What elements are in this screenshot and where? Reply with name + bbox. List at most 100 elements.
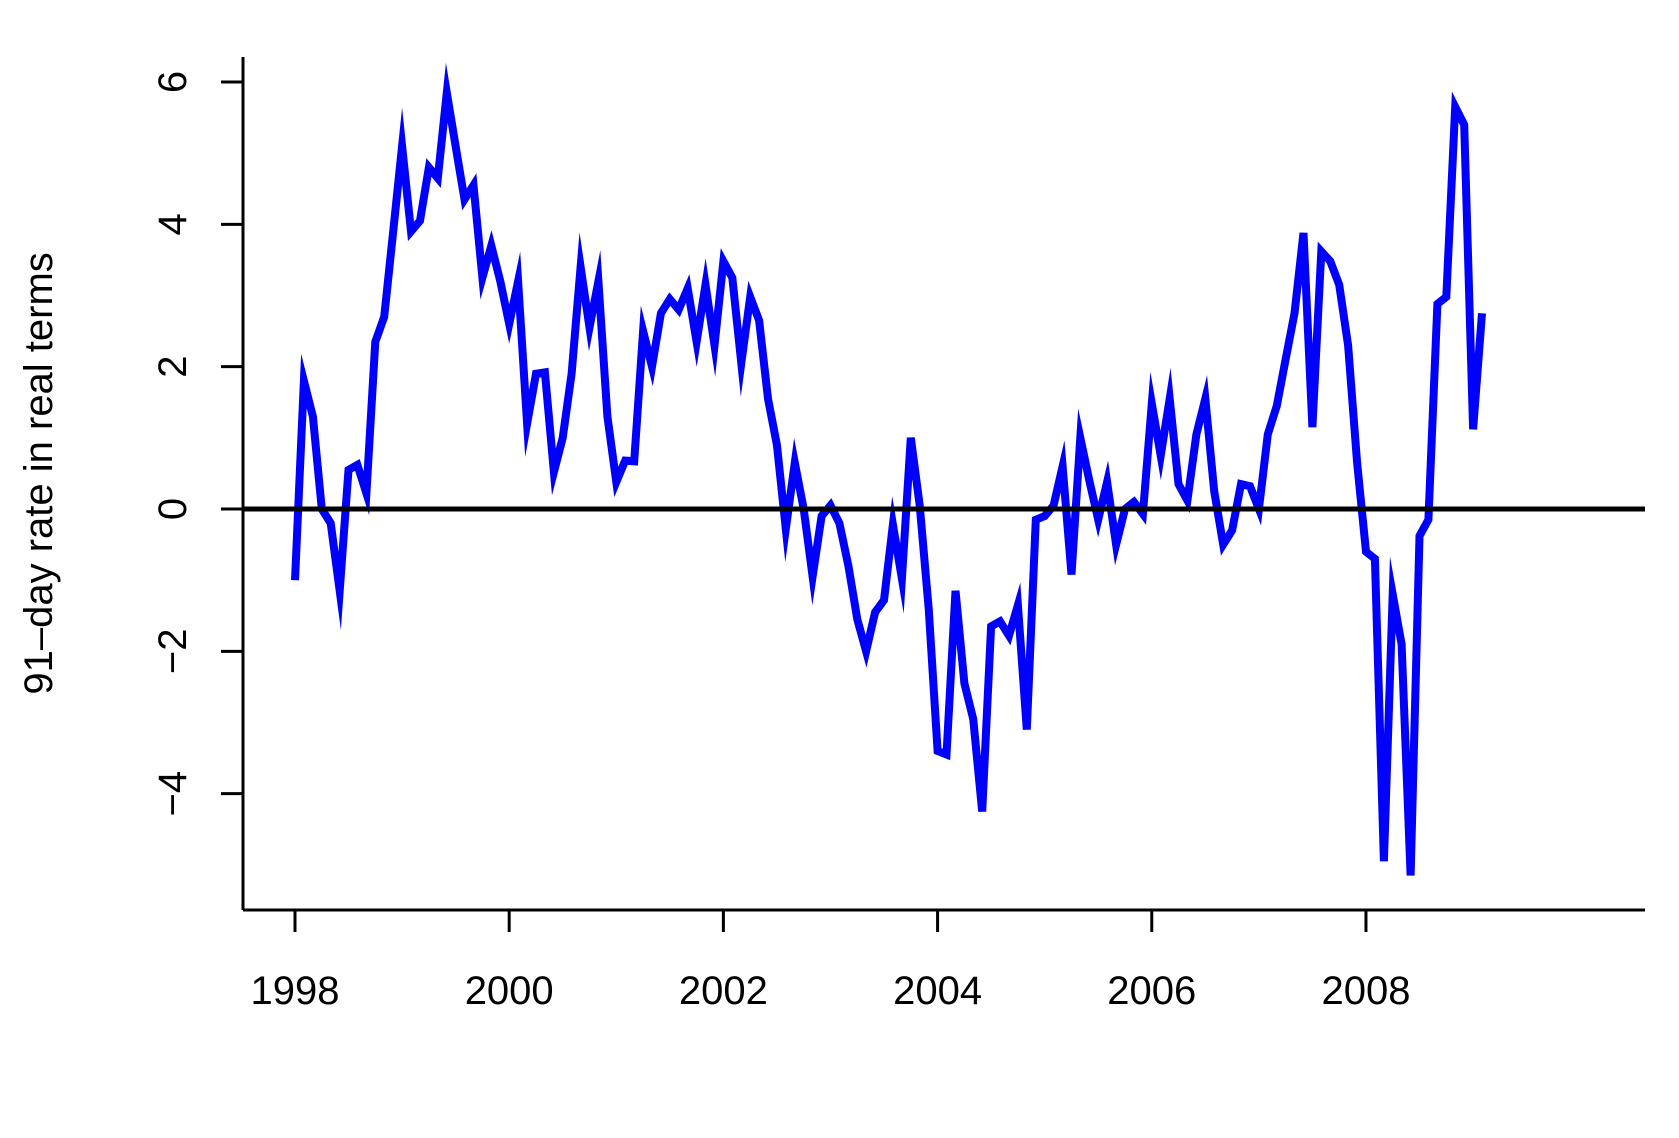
data-point bbox=[955, 590, 957, 592]
data-point bbox=[562, 437, 564, 439]
data-point bbox=[714, 344, 716, 346]
data-point bbox=[321, 508, 323, 510]
data-point bbox=[303, 380, 305, 382]
data-point bbox=[660, 312, 662, 314]
data-point bbox=[1053, 504, 1055, 506]
data-point bbox=[749, 296, 751, 298]
data-point bbox=[535, 373, 537, 375]
data-point bbox=[517, 280, 519, 282]
data-point bbox=[901, 578, 903, 580]
data-point bbox=[803, 508, 805, 510]
y-tick-label: −2 bbox=[151, 629, 195, 675]
data-point bbox=[812, 576, 814, 578]
data-point bbox=[410, 230, 412, 232]
data-point bbox=[1178, 483, 1180, 485]
data-point bbox=[999, 620, 1001, 622]
data-point bbox=[428, 166, 430, 168]
data-point bbox=[490, 245, 492, 247]
series-line bbox=[291, 62, 1486, 876]
data-point bbox=[767, 398, 769, 400]
data-point bbox=[571, 373, 573, 375]
data-point bbox=[1338, 284, 1340, 286]
data-point bbox=[1392, 593, 1394, 595]
data-point bbox=[312, 416, 314, 418]
data-point bbox=[1454, 106, 1456, 108]
data-point bbox=[383, 316, 385, 318]
x-tick-label: 2006 bbox=[1107, 969, 1196, 1013]
data-point bbox=[481, 277, 483, 279]
data-point bbox=[981, 811, 983, 813]
data-point bbox=[910, 437, 912, 439]
data-point bbox=[1017, 604, 1019, 606]
data-point bbox=[624, 460, 626, 462]
data-point bbox=[642, 330, 644, 332]
series-layer bbox=[291, 62, 1486, 876]
data-point bbox=[1213, 490, 1215, 492]
y-tick-label: 2 bbox=[151, 356, 195, 378]
data-point bbox=[1062, 465, 1064, 467]
data-point bbox=[821, 515, 823, 517]
data-point bbox=[294, 579, 296, 581]
data-point bbox=[1303, 232, 1305, 234]
data-point bbox=[1133, 501, 1135, 503]
data-point bbox=[1383, 860, 1385, 862]
data-point bbox=[446, 92, 448, 94]
data-point bbox=[794, 462, 796, 464]
x-tick-label: 2002 bbox=[679, 969, 768, 1013]
data-point bbox=[972, 718, 974, 720]
y-tick-label: −4 bbox=[151, 771, 195, 817]
y-axis-title: 91–day rate in real terms bbox=[17, 252, 61, 694]
data-point bbox=[1294, 312, 1296, 314]
data-point bbox=[1151, 403, 1153, 405]
data-point bbox=[1186, 500, 1188, 502]
y-ticks: −4 −2 0 2 4 6 bbox=[151, 71, 243, 817]
x-tick-label: 2004 bbox=[893, 969, 982, 1013]
data-point bbox=[1142, 513, 1144, 515]
data-point bbox=[1079, 437, 1081, 439]
data-point bbox=[473, 184, 475, 186]
data-point bbox=[1410, 875, 1412, 877]
data-point bbox=[1276, 405, 1278, 407]
data-point bbox=[1097, 519, 1099, 521]
data-point bbox=[687, 287, 689, 289]
data-point bbox=[464, 198, 466, 200]
data-point bbox=[1320, 250, 1322, 252]
data-point bbox=[705, 284, 707, 286]
data-point bbox=[830, 504, 832, 506]
data-point bbox=[553, 471, 555, 473]
data-point bbox=[1240, 483, 1242, 485]
data-point bbox=[856, 618, 858, 620]
data-point bbox=[499, 280, 501, 282]
data-point bbox=[937, 750, 939, 752]
data-point bbox=[1169, 398, 1171, 400]
data-point bbox=[758, 319, 760, 321]
data-point bbox=[865, 650, 867, 652]
data-point bbox=[651, 366, 653, 368]
data-point bbox=[1035, 519, 1037, 521]
data-point bbox=[615, 481, 617, 483]
data-point bbox=[544, 371, 546, 373]
data-point bbox=[1124, 508, 1126, 510]
data-point bbox=[847, 565, 849, 567]
data-point bbox=[330, 522, 332, 524]
data-point bbox=[928, 608, 930, 610]
data-point bbox=[437, 177, 439, 179]
data-point bbox=[669, 298, 671, 300]
data-point bbox=[339, 590, 341, 592]
data-point bbox=[990, 625, 992, 627]
data-point bbox=[1008, 635, 1010, 637]
data-point bbox=[1249, 485, 1251, 487]
data-point bbox=[874, 611, 876, 613]
data-point bbox=[883, 599, 885, 601]
data-point bbox=[776, 444, 778, 446]
data-point bbox=[508, 323, 510, 325]
data-point bbox=[731, 277, 733, 279]
data-point bbox=[1044, 515, 1046, 517]
data-point bbox=[606, 416, 608, 418]
data-point bbox=[1374, 558, 1376, 560]
data-point bbox=[348, 469, 350, 471]
data-point bbox=[1231, 529, 1233, 531]
y-tick-label: 6 bbox=[151, 71, 195, 93]
data-point bbox=[580, 266, 582, 268]
data-point bbox=[1472, 428, 1474, 430]
